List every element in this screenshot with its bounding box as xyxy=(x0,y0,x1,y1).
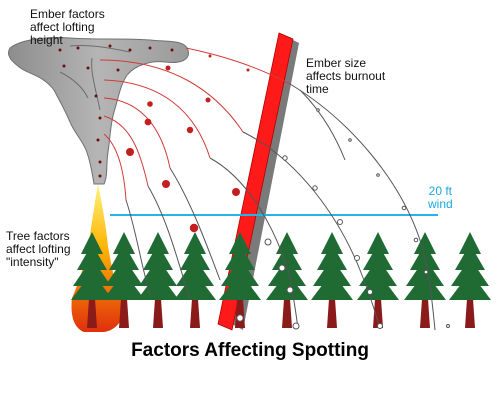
tree-icon xyxy=(103,232,145,328)
ember-trajectories xyxy=(99,47,436,331)
tree-icon xyxy=(404,232,446,328)
tree-icon xyxy=(357,232,399,328)
tree-icon xyxy=(137,232,179,328)
tree-icon xyxy=(266,232,308,328)
tree-icon xyxy=(311,232,353,328)
ember-factors-label: Ember factors affect lofting height xyxy=(30,7,105,47)
tree-icon xyxy=(71,232,113,328)
plume-cloud-icon xyxy=(7,37,189,185)
ember-size-label: Ember size affects burnout time xyxy=(306,56,386,96)
tree-icon xyxy=(174,232,216,328)
diagram-title: Factors Affecting Spotting xyxy=(131,340,369,361)
tree-factors-label: Tree factors affect lofting "intensity" xyxy=(6,229,71,269)
tree-row xyxy=(71,232,491,328)
ember-dots xyxy=(126,54,450,330)
wind-label: 20 ft wind xyxy=(428,184,453,211)
tree-icon xyxy=(449,232,491,328)
